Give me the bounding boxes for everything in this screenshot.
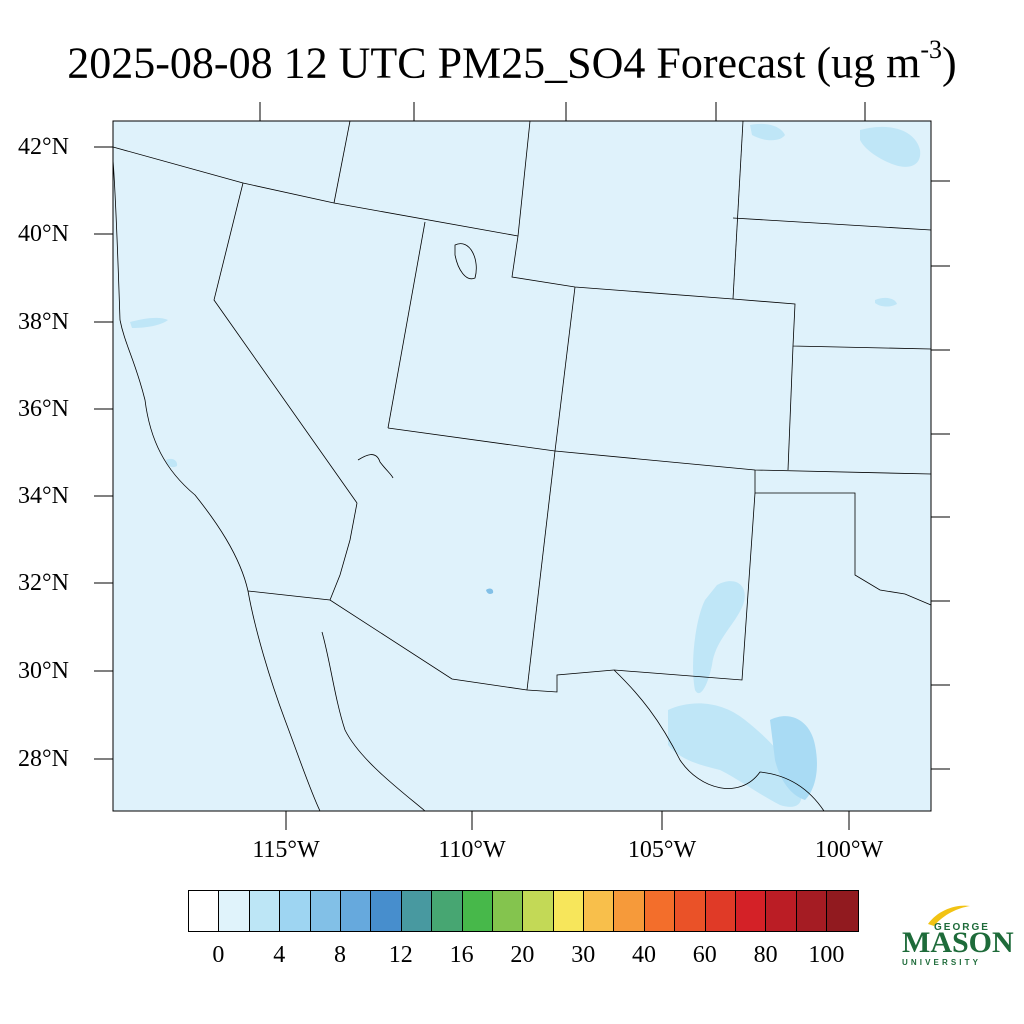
boundary-ca-az [329,502,358,601]
boundary-utah-colorado [554,286,576,452]
lon-label-110: 110°W [438,837,506,863]
title-close: ) [942,38,957,88]
patch-mexico-north [668,703,802,807]
patch-nebraska [860,126,921,167]
patch-california-west [130,317,168,328]
colorbar-swatch-2 [249,891,281,931]
colorbar-label-0: 0 [212,942,225,968]
boundary-nebraska-kansas [732,217,932,231]
colorbar-swatch-20 [796,891,828,931]
gmu-logo: GEORGE MASON UNIVERSITY [898,900,1014,972]
logo-mason: MASON [902,926,1014,959]
map-background [113,121,931,811]
map-frame [112,120,932,812]
patch-arizona [486,588,494,594]
colorbar-swatch-21 [827,891,858,931]
lon-label-115: 115°W [252,837,320,863]
lat-label-28: 28°N [18,746,69,772]
boundary-nm-texas-west [613,492,756,681]
colorbar-swatch-10 [492,891,524,931]
coastline-california [112,159,249,592]
lon-label-100: 100°W [814,837,884,863]
colorbar-swatch-1 [219,891,250,931]
colorbar-label-9: 80 [753,942,778,968]
boundary-four-corners [387,427,932,475]
lat-label-32: 32°N [18,570,69,596]
colorbar-swatch-0 [189,891,220,931]
tick-marks [94,102,950,830]
lat-label-30: 30°N [18,658,69,684]
colorbar-swatch-5 [340,891,372,931]
colorbar-label-10: 100 [808,942,845,968]
boundary-idaho-wyoming [333,120,351,204]
colorbar-swatch-19 [766,891,797,931]
state-boundaries [112,120,932,812]
boundary-wyoming-nebraska [732,120,744,300]
boundary-nevada-utah [387,221,426,429]
boundary-rio-grande [613,669,825,812]
colorbar-swatch-8 [432,891,463,931]
patch-dakota [750,123,785,141]
lake-powell [357,454,394,479]
boundary-colorado-kansas [732,298,932,350]
lat-label-36: 36°N [18,396,69,422]
colorbar-label-6: 30 [571,942,596,968]
colorbar-swatch-12 [553,891,585,931]
title-main: 2025-08-08 12 UTC PM25_SO4 Forecast (ug … [67,38,921,88]
logo-swoosh-icon [928,905,970,926]
coastline-baja [247,590,321,812]
patch-mexico-east [770,716,817,800]
colorbar-swatch-18 [736,891,767,931]
colorbar-swatch-7 [401,891,433,931]
colorbar-label-1: 4 [273,942,286,968]
boundary-utah-wyoming [511,120,734,300]
lat-label-42: 42°N [18,134,69,160]
logo-george: GEORGE [934,922,990,933]
boundary-oregon-california [112,146,244,184]
coastline-gulf [321,631,426,812]
patch-texas-plume [693,581,745,694]
colorbar-label-3: 12 [388,942,413,968]
boundary-oklahoma [787,345,794,471]
colorbar-label-8: 60 [692,942,717,968]
patch-kansas [875,297,897,307]
colorbar-swatch-14 [614,891,645,931]
colorbar-swatch-17 [705,891,737,931]
lon-label-105: 105°W [627,837,697,863]
colorbar-swatch-9 [462,891,493,931]
boundary-arizona-new-mexico [526,450,556,691]
concentration-patches [130,123,921,807]
colorbar-swatch-3 [280,891,311,931]
title-superscript: -3 [920,35,943,64]
colorbar-swatch-11 [523,891,554,931]
logo-university: UNIVERSITY [902,958,982,967]
colorbar-label-2: 8 [334,942,346,968]
lat-label-34: 34°N [18,483,69,509]
lat-label-40: 40°N [18,221,69,247]
colorbar-swatch-13 [584,891,615,931]
colorbar-swatch-15 [644,891,676,931]
colorbar [188,890,859,932]
colorbar-label-5: 20 [510,942,535,968]
colorbar-label-4: 16 [449,942,474,968]
lat-label-38: 38°N [18,309,69,335]
colorbar-label-7: 40 [632,942,656,968]
colorbar-swatch-6 [371,891,402,931]
boundary-us-mexico-west [247,590,615,693]
boundary-nevada-california [213,182,358,504]
map-title: 2025-08-08 12 UTC PM25_SO4 Forecast (ug … [0,24,1024,94]
colorbar-swatch-4 [310,891,341,931]
patch-socal [166,458,178,468]
colorbar-swatch-16 [675,891,706,931]
